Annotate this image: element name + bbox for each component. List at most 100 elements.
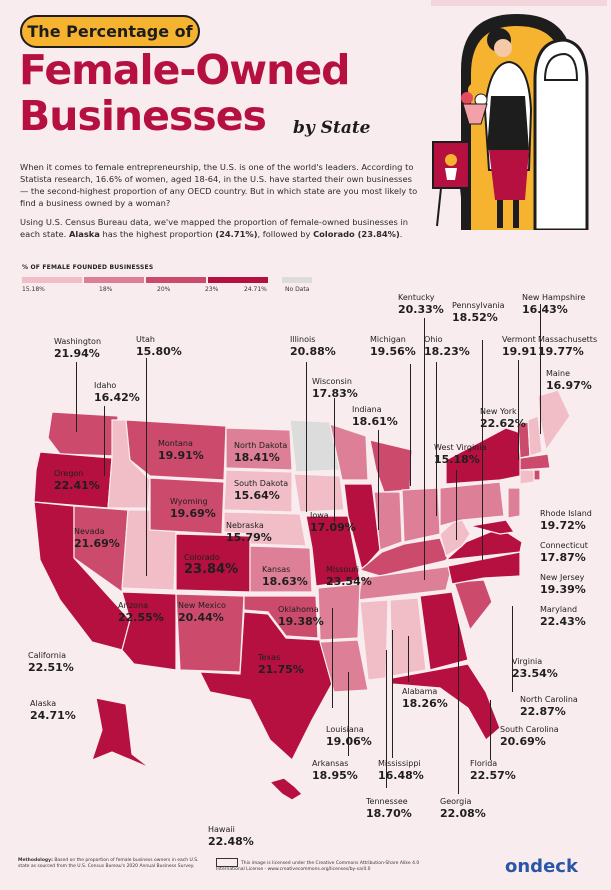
state-pennsylvania xyxy=(439,481,505,527)
state-new-jersey xyxy=(507,487,521,519)
intro-paragraph-1: When it comes to female entrepreneurship… xyxy=(20,162,418,208)
intro-alaska-value: (24.71%) xyxy=(215,229,258,239)
state-oregon xyxy=(33,451,113,509)
methodology-note: Methodology: Based on the proportion of … xyxy=(18,858,208,870)
state-michigan xyxy=(369,439,413,493)
leader-line xyxy=(386,650,387,788)
state-label-georgia: Georgia 22.08% xyxy=(440,797,486,820)
intro-text: Using U.S. Census Bureau data, we've map… xyxy=(20,217,408,239)
page-title-line2: Businesses xyxy=(19,92,267,140)
state-label-vermont: Vermont 19.91 xyxy=(502,335,537,358)
state-label-kentucky: Kentucky 20.33% xyxy=(398,293,444,316)
leader-line xyxy=(512,606,513,692)
leader-line xyxy=(424,318,425,580)
state-label-wisconsin: Wisconsin 17.83% xyxy=(312,377,358,400)
state-label-new-hampshire: New Hampshire 16.43% xyxy=(522,293,586,316)
state-label-michigan: Michigan 19.56% xyxy=(370,335,416,358)
state-label-washington: Washington 21.94% xyxy=(54,337,102,360)
leader-line xyxy=(490,700,491,760)
state-label-oregon: Oregon 22.41% xyxy=(54,469,100,492)
state-arkansas xyxy=(317,583,361,641)
state-iowa xyxy=(293,473,345,513)
state-label-arkansas: Arkansas 18.95% xyxy=(312,759,358,782)
state-washington xyxy=(47,411,119,457)
leader-line xyxy=(482,340,483,560)
legend-swatch-1 xyxy=(22,277,82,283)
state-label-ohio: Ohio 18.23% xyxy=(424,335,470,358)
legend-title: % OF FEMALE FOUNDED BUSINESSES xyxy=(22,264,154,271)
legend-swatch-3 xyxy=(146,277,206,283)
state-wyoming xyxy=(149,477,225,535)
state-label-utah: Utah 15.80% xyxy=(136,335,182,358)
state-oklahoma xyxy=(243,595,319,639)
legend-swatch-2 xyxy=(84,277,144,283)
leader-line xyxy=(378,430,379,530)
state-label-hawaii: Hawaii 22.48% xyxy=(208,825,254,848)
leader-line xyxy=(540,304,541,434)
license-text: This image is licensed under the Creativ… xyxy=(216,861,420,872)
state-label-maine: Maine 16.97% xyxy=(546,369,592,392)
state-label-virginia: Virginia 23.54% xyxy=(512,657,558,680)
state-label-pennsylvania: Pennsylvania 18.52% xyxy=(452,301,505,324)
page-title-line1: Female-Owned xyxy=(19,46,350,94)
state-label-rhode-island: Rhode Island 19.72% xyxy=(540,509,592,532)
legend-swatch-nodata xyxy=(282,277,312,283)
state-label-florida: Florida 22.57% xyxy=(470,759,516,782)
state-georgia xyxy=(419,591,469,671)
legend-stop: 24.71% xyxy=(244,286,267,293)
state-label-missouri: Missouri 23.54% xyxy=(326,565,372,588)
state-hawaii xyxy=(268,777,303,801)
leader-line xyxy=(436,362,437,516)
state-label-colorado: Colorado 23.84% xyxy=(184,553,239,577)
methodology-text: Based on the proportion of female busine… xyxy=(18,858,199,869)
cc-license-icon xyxy=(216,858,238,867)
state-label-illinois: Illinois 20.88% xyxy=(290,335,336,358)
state-new-hampshire xyxy=(527,415,543,457)
state-label-connecticut: Connecticut 17.87% xyxy=(540,541,588,564)
leader-line xyxy=(392,630,393,758)
legend-stop: 15.18% xyxy=(22,286,45,293)
legend-no-data: No Data xyxy=(285,286,310,293)
state-label-idaho: Idaho 16.42% xyxy=(94,381,140,404)
state-label-north-carolina: North Carolina 22.87% xyxy=(520,695,578,718)
state-indiana xyxy=(373,491,403,551)
state-label-tennessee: Tennessee 18.70% xyxy=(366,797,412,820)
state-label-mississippi: Mississippi 16.48% xyxy=(378,759,424,782)
state-label-nevada: Nevada 21.69% xyxy=(74,527,120,550)
legend-stop: 18% xyxy=(99,286,113,293)
state-ohio xyxy=(401,487,441,543)
leader-line xyxy=(332,608,333,708)
shopkeeper-illustration xyxy=(431,0,607,230)
state-florida xyxy=(391,663,501,741)
state-label-oklahoma: Oklahoma 19.38% xyxy=(278,605,324,628)
state-label-nebraska: Nebraska 15.79% xyxy=(226,521,272,544)
state-label-louisiana: Louisiana 19.06% xyxy=(326,725,372,748)
ondeck-logo: ondeck xyxy=(505,856,578,877)
state-illinois xyxy=(343,483,381,572)
leader-line xyxy=(76,362,77,432)
leader-line xyxy=(348,672,349,756)
intro-colorado: Colorado (23.84%) xyxy=(313,229,400,239)
state-label-north-dakota: North Dakota 18.41% xyxy=(234,441,288,464)
page-title-by-state: by State xyxy=(293,118,371,138)
methodology-label: Methodology: xyxy=(18,858,53,863)
state-label-texas: Texas 21.75% xyxy=(258,653,304,676)
legend-swatch-4 xyxy=(208,277,268,283)
legend-stop: 20% xyxy=(157,286,171,293)
state-label-alabama: Alabama 18.26% xyxy=(402,687,448,710)
state-missouri xyxy=(305,515,361,587)
state-label-new-york: New York 22.62% xyxy=(480,407,526,430)
leader-line xyxy=(334,398,335,522)
leader-line xyxy=(410,364,411,486)
leader-line xyxy=(458,624,459,794)
intro-text: , followed by xyxy=(257,229,314,239)
state-label-new-jersey: New Jersey 19.39% xyxy=(540,573,586,596)
state-alaska xyxy=(91,697,151,769)
state-label-alaska: Alaska 24.71% xyxy=(30,699,76,722)
state-connecticut xyxy=(519,469,535,485)
legend-stop: 23% xyxy=(205,286,219,293)
state-label-west-virginia: West Virginia 15.18% xyxy=(434,443,487,466)
state-label-montana: Montana 19.91% xyxy=(158,439,204,462)
state-south-dakota xyxy=(223,469,293,513)
state-label-wyoming: Wyoming 19.69% xyxy=(170,497,216,520)
